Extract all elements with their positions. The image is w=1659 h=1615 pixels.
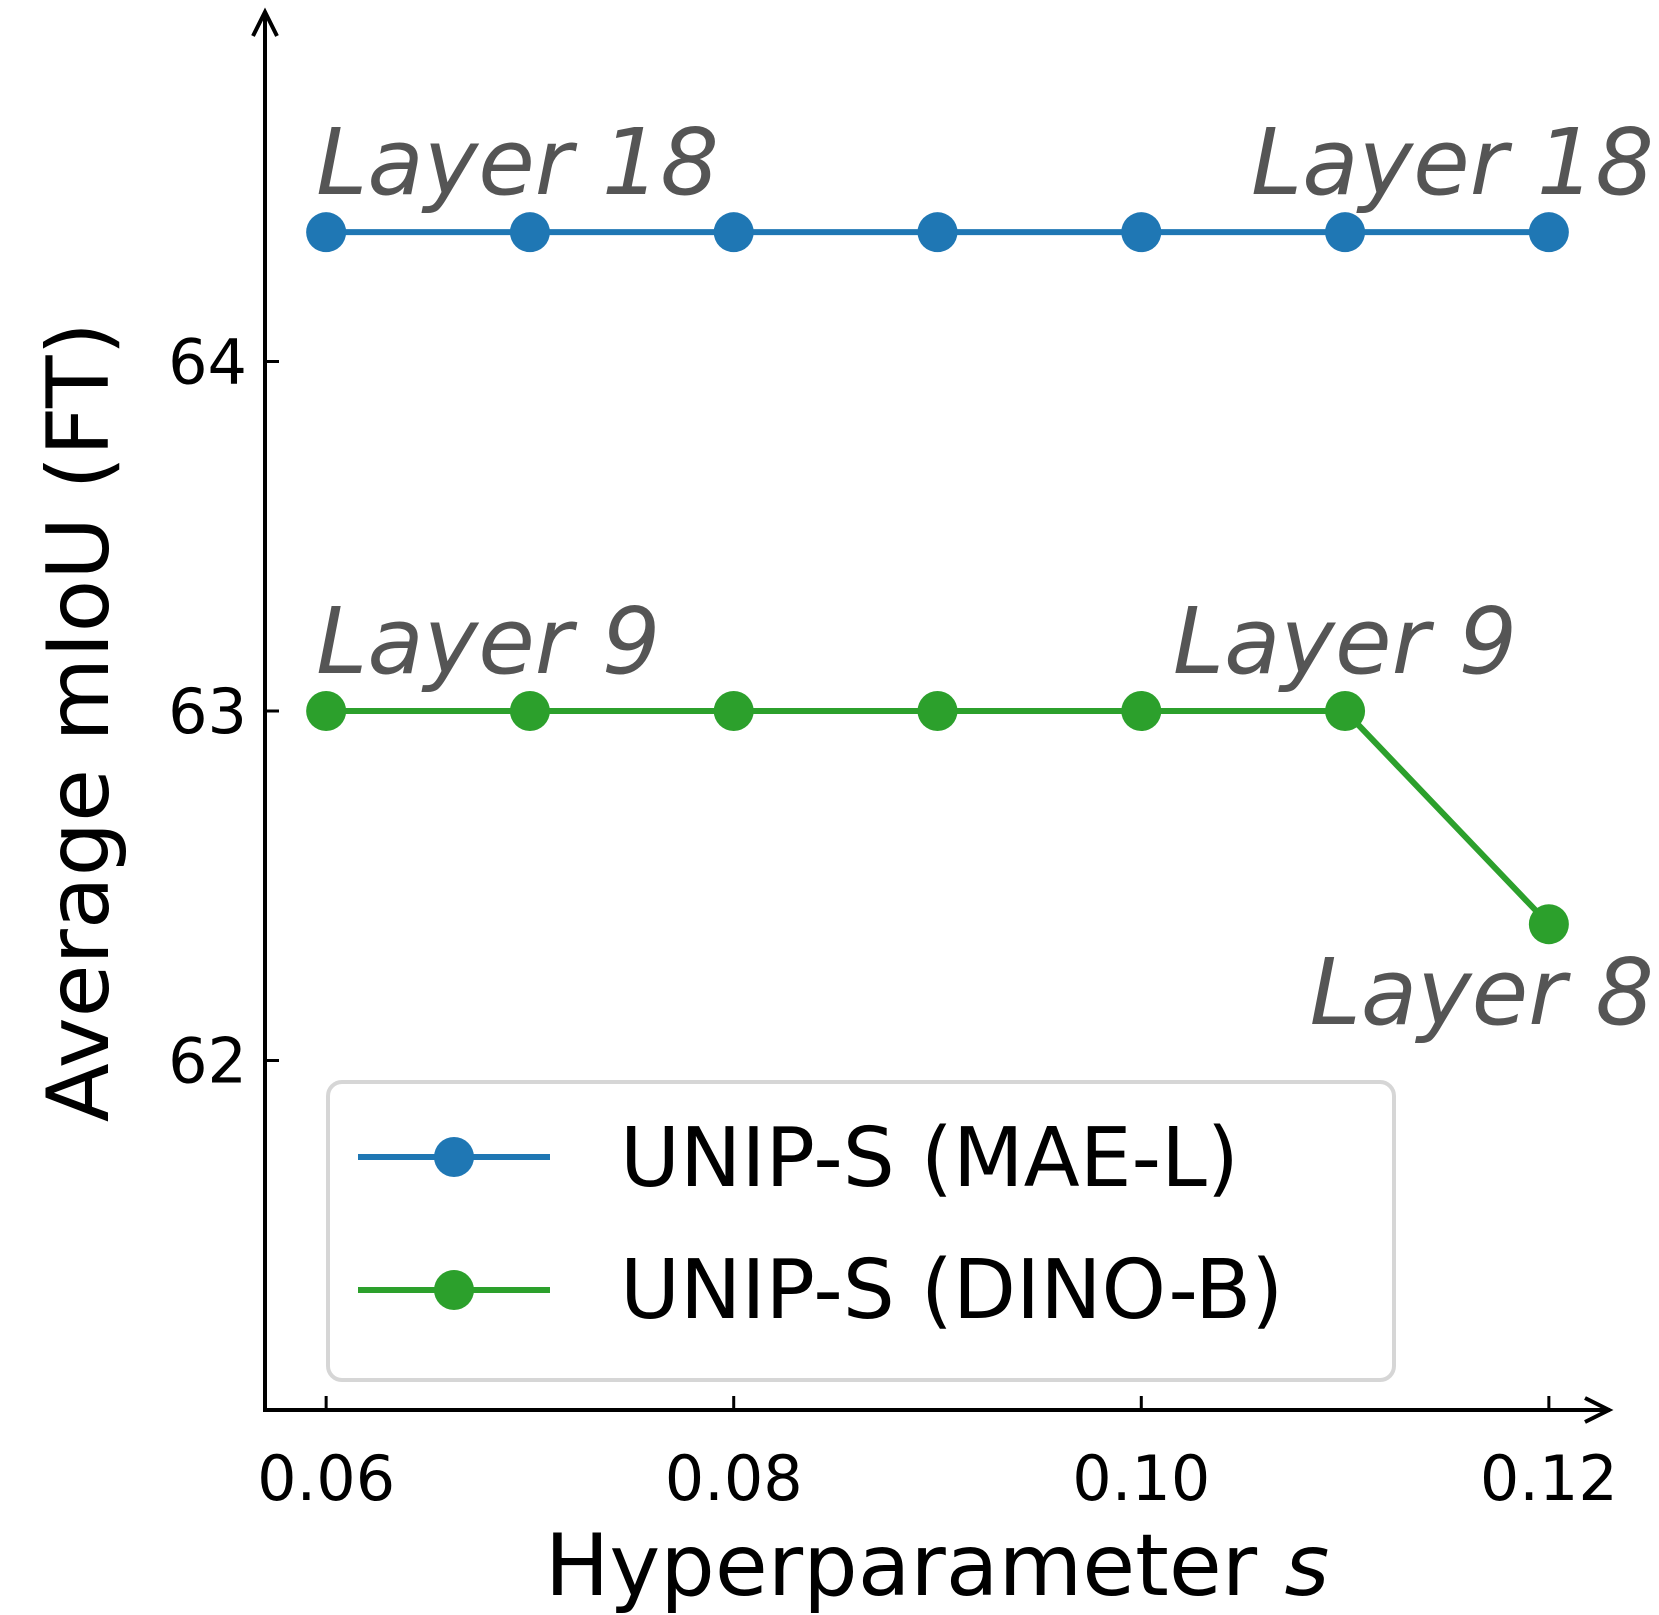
series-point-0 — [713, 212, 754, 253]
y-axis-arrow — [251, 7, 279, 37]
x-tick-label: 0.08 — [665, 1442, 803, 1515]
series-point-0 — [1528, 212, 1569, 253]
series-line-1 — [326, 708, 1552, 927]
y-tick-label: 63 — [168, 675, 247, 748]
x-tick-label: 0.06 — [257, 1442, 395, 1515]
annotation-label: Layer 18 — [1251, 109, 1654, 216]
series-point-0 — [917, 212, 958, 253]
series-point-1 — [306, 691, 347, 731]
series-point-0 — [306, 212, 347, 253]
series-point-1 — [713, 691, 754, 731]
annotation-label: Layer 9 — [316, 588, 660, 695]
x-axis-arrow — [1584, 1396, 1614, 1424]
annotation-label: Layer 18 — [316, 109, 719, 216]
y-tick-label: 64 — [168, 326, 247, 399]
y-tick-label: 62 — [168, 1025, 247, 1098]
series-layer — [306, 212, 1569, 945]
x-axis-title: Hyperparameter s — [545, 1516, 1330, 1615]
x-tick-label: 0.12 — [1480, 1442, 1618, 1515]
series-point-1 — [1121, 691, 1162, 731]
series-point-0 — [1121, 212, 1162, 253]
series-point-1 — [1528, 904, 1569, 945]
legend-label-dino: UNIP-S (DINO-B) — [620, 1243, 1283, 1338]
legend-swatch-marker-mae — [434, 1137, 474, 1177]
ticks: 0.06 0.08 0.10 0.12 62 63 64 — [168, 326, 1618, 1516]
legend-swatch-marker-dino — [434, 1270, 474, 1310]
series-point-1 — [509, 691, 550, 731]
legend: UNIP-S (MAE-L) UNIP-S (DINO-B) — [326, 1080, 1396, 1382]
annotation-label: Layer 8 — [1310, 939, 1654, 1046]
series-point-0 — [509, 212, 550, 253]
y-axis-title: Average mIoU (FT) — [29, 322, 129, 1122]
series-point-0 — [1325, 212, 1366, 253]
series-point-1 — [917, 691, 958, 731]
x-tick-label: 0.10 — [1072, 1442, 1210, 1515]
legend-label-mae: UNIP-S (MAE-L) — [620, 1111, 1239, 1206]
legend-frame — [326, 1080, 1396, 1382]
series-point-1 — [1325, 691, 1366, 731]
annotation-label: Layer 9 — [1173, 588, 1517, 695]
annotations: Layer 18 Layer 18 Layer 9 Layer 9 Layer 8 — [316, 109, 1654, 1046]
